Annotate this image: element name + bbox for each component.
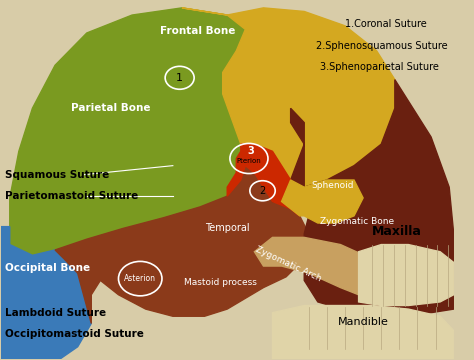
Text: Pterion: Pterion <box>237 158 261 165</box>
Text: Asterion: Asterion <box>124 274 156 283</box>
Polygon shape <box>55 166 309 323</box>
Polygon shape <box>359 244 454 306</box>
Text: Frontal Bone: Frontal Bone <box>160 26 236 36</box>
Text: Sphenoid: Sphenoid <box>311 181 354 190</box>
Text: Zygomatic Arch: Zygomatic Arch <box>254 245 323 283</box>
Text: Squamous Suture: Squamous Suture <box>5 170 109 180</box>
Polygon shape <box>273 80 454 316</box>
Text: Zygomatic Bone: Zygomatic Bone <box>320 217 394 226</box>
Polygon shape <box>182 8 395 187</box>
Text: 1.Coronal Suture: 1.Coronal Suture <box>345 19 427 29</box>
Text: Mandible: Mandible <box>337 317 389 327</box>
Polygon shape <box>282 180 363 223</box>
Text: 3.Sphenoparietal Suture: 3.Sphenoparietal Suture <box>320 62 439 72</box>
Text: Mastoid process: Mastoid process <box>184 278 257 287</box>
Polygon shape <box>255 237 381 295</box>
Text: Occipital Bone: Occipital Bone <box>5 263 91 273</box>
Polygon shape <box>0 226 91 359</box>
Text: Occipitomastoid Suture: Occipitomastoid Suture <box>5 329 144 339</box>
Text: Parietomastoid Suture: Parietomastoid Suture <box>5 191 138 201</box>
Text: 2.Sphenosquamous Suture: 2.Sphenosquamous Suture <box>316 41 447 50</box>
Text: 1: 1 <box>176 73 183 83</box>
Text: 2: 2 <box>259 186 265 196</box>
Polygon shape <box>273 306 454 359</box>
Text: Parietal Bone: Parietal Bone <box>71 103 150 113</box>
Text: Lambdoid Suture: Lambdoid Suture <box>5 308 106 318</box>
Text: 3: 3 <box>248 145 255 156</box>
Text: Maxilla: Maxilla <box>372 225 422 238</box>
Text: Temporal: Temporal <box>205 224 249 233</box>
Polygon shape <box>10 8 246 255</box>
Polygon shape <box>227 144 300 216</box>
